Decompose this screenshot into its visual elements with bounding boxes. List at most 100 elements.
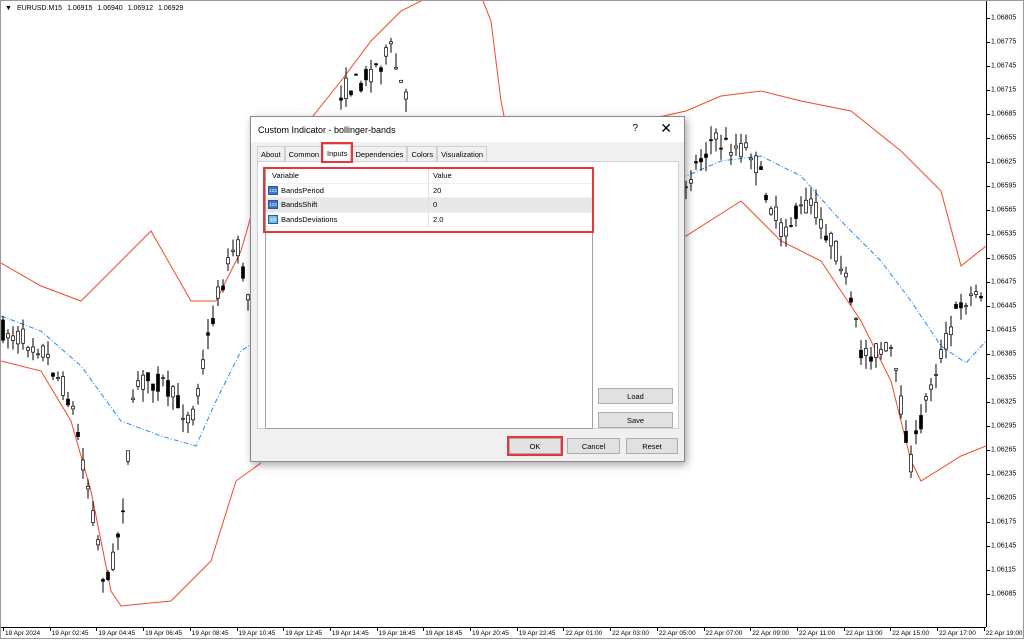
save-button[interactable]: Save bbox=[598, 412, 673, 428]
table-row[interactable]: 123 BandsPeriod 20 bbox=[266, 183, 592, 198]
chart-plot-area[interactable] bbox=[1, 1, 986, 627]
x-axis-label: 19 Apr 18:45 bbox=[425, 630, 463, 637]
table-header: Variable Value bbox=[266, 169, 592, 184]
x-tick bbox=[983, 628, 985, 631]
candle bbox=[399, 79, 403, 83]
tab-colors[interactable]: Colors bbox=[407, 146, 438, 163]
candle bbox=[859, 340, 863, 365]
x-tick bbox=[750, 628, 752, 631]
y-axis-label: 1.06565 bbox=[991, 206, 1017, 214]
candle bbox=[41, 343, 45, 362]
upper-band-line bbox=[640, 90, 986, 267]
x-tick bbox=[423, 628, 425, 631]
candle bbox=[231, 239, 235, 257]
x-tick bbox=[470, 628, 471, 631]
tab-dependencies[interactable]: Dependencies bbox=[351, 146, 408, 163]
candle bbox=[809, 187, 813, 215]
y-axis-label: 1.06595 bbox=[991, 182, 1017, 190]
candle bbox=[106, 570, 110, 581]
y-tick bbox=[987, 258, 990, 259]
price-axis[interactable]: 1.06805 1.06775 1.06745 1.06715 1.06685 1.066… bbox=[986, 1, 1024, 627]
x-tick bbox=[96, 628, 98, 631]
candle bbox=[241, 262, 245, 282]
x-tick bbox=[329, 628, 331, 631]
y-tick bbox=[987, 450, 990, 451]
candle bbox=[121, 498, 125, 524]
variable-value[interactable]: 20 bbox=[433, 185, 442, 195]
reset-button[interactable]: Reset bbox=[626, 438, 678, 454]
lower-band-line bbox=[1, 360, 262, 607]
candle bbox=[186, 411, 190, 434]
x-tick bbox=[656, 628, 658, 631]
candle bbox=[196, 383, 200, 405]
candle bbox=[924, 393, 928, 413]
load-button[interactable]: Load bbox=[598, 388, 673, 404]
candle bbox=[944, 321, 948, 359]
value-header[interactable]: Value bbox=[433, 171, 452, 181]
dropdown-arrow-icon[interactable]: ▼ bbox=[5, 5, 12, 12]
tab-visualization[interactable]: Visualization bbox=[437, 146, 488, 163]
variable-header[interactable]: Variable bbox=[266, 169, 429, 183]
cancel-button[interactable]: Cancel bbox=[567, 438, 620, 454]
open-price: 1.06915 bbox=[67, 5, 93, 12]
y-axis-label: 1.06235 bbox=[991, 470, 1017, 478]
candle bbox=[909, 445, 913, 478]
variable-value[interactable]: 2.0 bbox=[433, 214, 444, 224]
table-row[interactable]: 1/2 BandsDeviations 2.0 bbox=[266, 212, 592, 227]
dialog-titlebar[interactable]: Custom Indicator - bollinger-bands ? ✕ bbox=[251, 117, 684, 142]
candle bbox=[171, 385, 175, 410]
x-axis-label: 22 Apr 03:00 bbox=[612, 630, 649, 637]
tab-inputs[interactable]: Inputs bbox=[321, 142, 354, 163]
variable-value[interactable]: 0 bbox=[433, 200, 438, 210]
candle bbox=[101, 577, 105, 593]
y-tick bbox=[987, 354, 990, 355]
y-tick bbox=[987, 42, 990, 43]
custom-indicator-dialog: Custom Indicator - bollinger-bands ? ✕ A… bbox=[250, 116, 685, 462]
candle bbox=[814, 189, 818, 225]
y-tick bbox=[987, 522, 990, 523]
tab-about[interactable]: About bbox=[257, 146, 285, 163]
candle bbox=[226, 248, 230, 272]
candle bbox=[76, 423, 80, 440]
y-axis-label: 1.06685 bbox=[991, 110, 1017, 118]
y-axis-label: 1.06535 bbox=[991, 230, 1017, 238]
candle bbox=[739, 133, 743, 163]
close-button[interactable]: ✕ bbox=[660, 120, 672, 136]
candle bbox=[854, 317, 858, 328]
candle bbox=[369, 59, 373, 93]
y-tick bbox=[987, 402, 990, 403]
candle bbox=[151, 383, 155, 403]
candle bbox=[344, 67, 348, 108]
candle bbox=[216, 280, 220, 306]
tab-common[interactable]: Common bbox=[284, 146, 324, 163]
help-button[interactable]: ? bbox=[632, 123, 638, 134]
y-axis-label: 1.06805 bbox=[991, 14, 1017, 22]
candle bbox=[699, 149, 703, 171]
candle bbox=[879, 341, 883, 360]
x-axis-label: 19 Apr 12:45 bbox=[285, 630, 323, 637]
time-axis[interactable]: 19 Apr 2024 19 Apr 02:45 19 Apr 04:45 19 Ap… bbox=[1, 627, 1023, 640]
x-axis-label: 19 Apr 04:45 bbox=[98, 630, 136, 637]
y-axis-label: 1.06655 bbox=[991, 134, 1017, 142]
y-axis-label: 1.06775 bbox=[991, 38, 1017, 46]
y-axis-label: 1.06745 bbox=[991, 62, 1017, 70]
candle bbox=[379, 65, 383, 85]
x-tick bbox=[563, 628, 565, 631]
y-tick bbox=[987, 546, 990, 547]
candle bbox=[146, 372, 150, 394]
candle bbox=[834, 240, 838, 265]
table-row[interactable]: 123 BandsShift 0 bbox=[266, 198, 592, 213]
candle bbox=[81, 447, 85, 479]
candle bbox=[161, 374, 165, 387]
y-tick bbox=[987, 114, 990, 115]
x-tick bbox=[143, 628, 145, 631]
x-axis-label: 19 Apr 14:45 bbox=[331, 630, 369, 637]
candle bbox=[689, 170, 693, 192]
candle bbox=[66, 391, 70, 408]
candle bbox=[96, 535, 100, 551]
candle bbox=[31, 337, 35, 361]
candle bbox=[246, 293, 250, 311]
candle bbox=[11, 326, 15, 350]
ok-button[interactable]: OK bbox=[507, 436, 563, 456]
candle bbox=[206, 318, 210, 350]
